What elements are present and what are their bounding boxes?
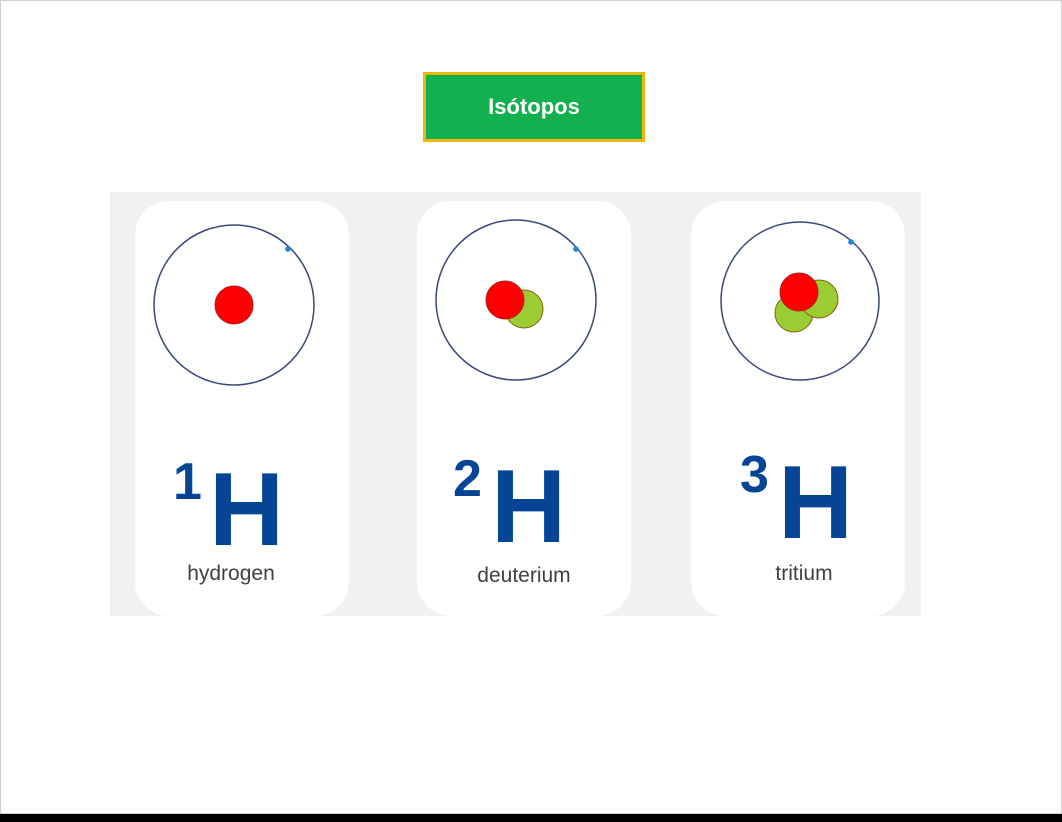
atom-diagram-tritium <box>720 221 880 381</box>
element-symbol: H <box>491 449 567 565</box>
electron <box>573 246 579 252</box>
element-symbol: H <box>778 445 854 561</box>
isotope-symbol: 2 H <box>453 453 613 563</box>
proton <box>214 285 254 325</box>
isotope-name: deuterium <box>477 564 571 587</box>
bottom-bar <box>0 814 1062 822</box>
mass-number: 1 <box>173 453 202 511</box>
electron-orbit <box>153 224 315 386</box>
isotope-name: tritium <box>775 562 833 585</box>
isotope-card-tritium: 3 H tritium <box>691 201 905 616</box>
mass-number: 2 <box>453 450 482 508</box>
isotope-name: hydrogen <box>187 562 275 585</box>
electron <box>285 246 291 252</box>
slide-title: Isótopos <box>488 94 580 119</box>
title-box: Isótopos <box>423 72 645 142</box>
atom-diagram-hydrogen <box>153 224 315 386</box>
atom-diagram-deuterium <box>435 219 597 381</box>
electron <box>848 239 854 245</box>
element-symbol: H <box>209 452 285 568</box>
isotope-symbol: 1 H <box>173 456 333 566</box>
proton <box>779 272 819 312</box>
isotope-card-deuterium: 2 H deuterium <box>417 201 631 616</box>
isotopes-figure: 1 H hydrogen 2 H deuterium <box>110 192 921 616</box>
mass-number: 3 <box>740 446 769 504</box>
electron-orbit <box>435 219 597 381</box>
isotope-card-hydrogen: 1 H hydrogen <box>135 201 349 616</box>
electron-orbit <box>720 221 880 381</box>
isotope-symbol: 3 H <box>740 449 900 559</box>
proton <box>485 280 525 320</box>
